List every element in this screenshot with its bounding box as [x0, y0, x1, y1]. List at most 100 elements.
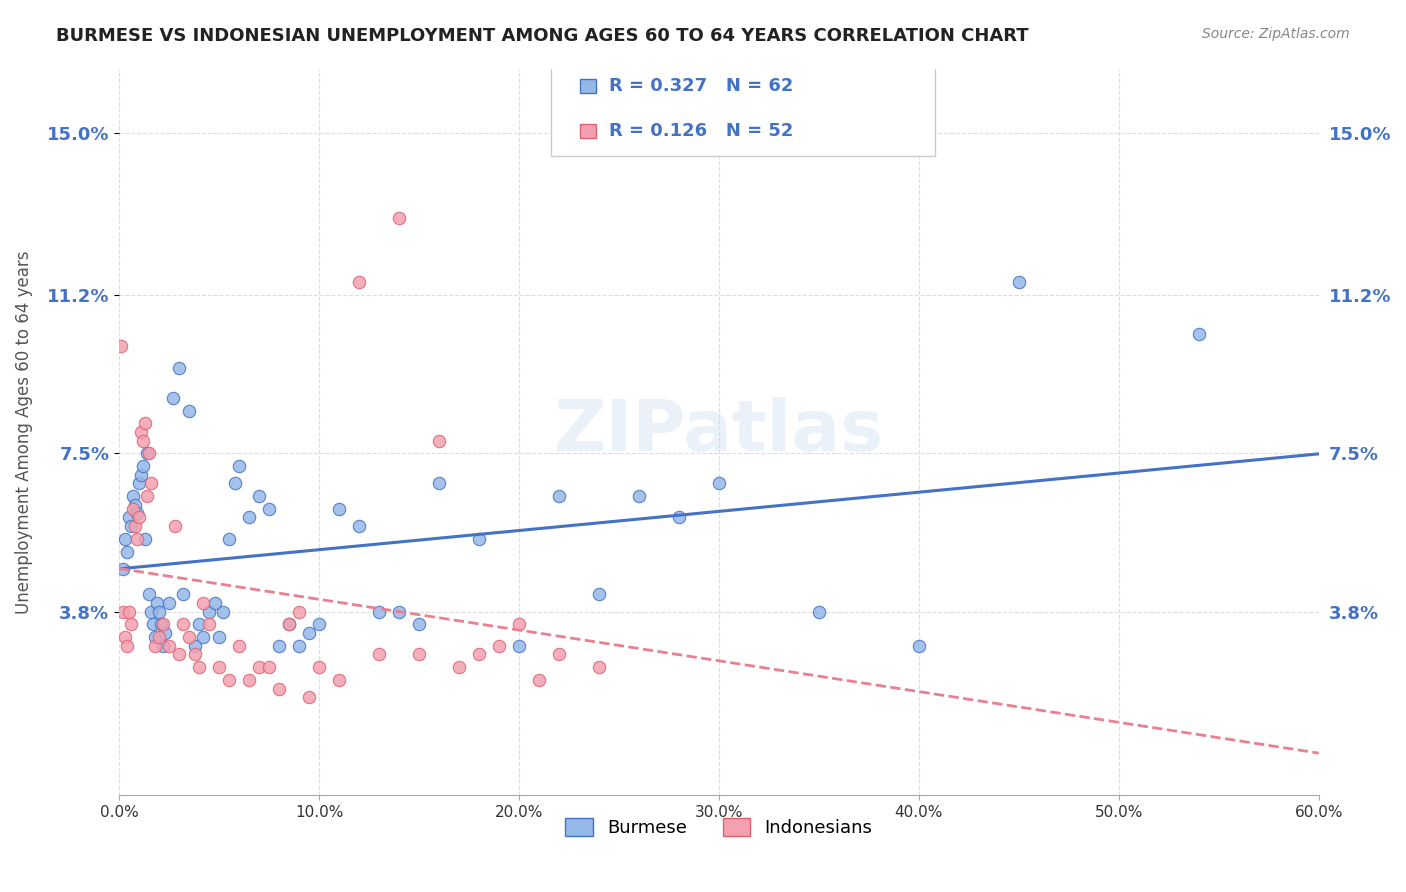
- Point: [238, 673, 260, 687]
- Point: [527, 673, 550, 687]
- Point: [115, 544, 138, 558]
- FancyBboxPatch shape: [579, 78, 596, 94]
- Point: [198, 605, 221, 619]
- Point: [152, 639, 174, 653]
- Point: [238, 510, 260, 524]
- Point: [124, 519, 146, 533]
- Text: R = 0.126   N = 52: R = 0.126 N = 52: [609, 122, 793, 140]
- Point: [257, 660, 280, 674]
- Text: ZIPatlas: ZIPatlas: [554, 398, 884, 467]
- Point: [132, 459, 155, 474]
- Legend: Burmese, Indonesians: Burmese, Indonesians: [558, 811, 880, 845]
- Point: [142, 617, 165, 632]
- Point: [139, 476, 162, 491]
- Text: BURMESE VS INDONESIAN UNEMPLOYMENT AMONG AGES 60 TO 64 YEARS CORRELATION CHART: BURMESE VS INDONESIAN UNEMPLOYMENT AMONG…: [56, 27, 1029, 45]
- Point: [707, 476, 730, 491]
- Point: [468, 648, 491, 662]
- Point: [224, 476, 246, 491]
- Point: [247, 489, 270, 503]
- Point: [388, 211, 411, 226]
- Point: [152, 617, 174, 632]
- Point: [148, 605, 170, 619]
- Point: [132, 434, 155, 448]
- Point: [128, 510, 150, 524]
- Point: [208, 660, 231, 674]
- Point: [136, 446, 159, 460]
- Point: [347, 275, 370, 289]
- Point: [157, 596, 180, 610]
- Point: [257, 502, 280, 516]
- Point: [150, 617, 173, 632]
- Point: [188, 660, 211, 674]
- Point: [172, 587, 194, 601]
- Point: [134, 417, 156, 431]
- Point: [172, 617, 194, 632]
- Point: [138, 446, 160, 460]
- Point: [114, 630, 136, 644]
- Point: [191, 596, 214, 610]
- Point: [368, 648, 391, 662]
- Point: [204, 596, 226, 610]
- Point: [488, 639, 510, 653]
- Point: [112, 605, 135, 619]
- Point: [122, 502, 145, 516]
- Point: [218, 673, 240, 687]
- Point: [134, 532, 156, 546]
- Point: [548, 489, 571, 503]
- Point: [807, 605, 830, 619]
- Point: [447, 660, 470, 674]
- Point: [115, 639, 138, 653]
- Point: [548, 648, 571, 662]
- Point: [328, 502, 350, 516]
- Point: [627, 489, 650, 503]
- Point: [298, 690, 321, 704]
- Point: [167, 360, 190, 375]
- Point: [908, 639, 931, 653]
- Point: [508, 617, 530, 632]
- Text: R = 0.327   N = 62: R = 0.327 N = 62: [609, 77, 793, 95]
- Point: [298, 626, 321, 640]
- Point: [118, 605, 141, 619]
- Point: [139, 605, 162, 619]
- Point: [177, 630, 200, 644]
- Point: [129, 467, 152, 482]
- Point: [127, 506, 149, 520]
- Point: [148, 630, 170, 644]
- Point: [308, 660, 330, 674]
- Point: [184, 639, 207, 653]
- Point: [588, 587, 610, 601]
- Point: [165, 519, 187, 533]
- Point: [368, 605, 391, 619]
- Point: [184, 648, 207, 662]
- Point: [127, 532, 149, 546]
- Point: [143, 639, 166, 653]
- Point: [267, 681, 290, 696]
- Point: [468, 532, 491, 546]
- Point: [308, 617, 330, 632]
- Point: [347, 519, 370, 533]
- Point: [138, 587, 160, 601]
- Point: [162, 391, 184, 405]
- Point: [267, 639, 290, 653]
- Point: [388, 605, 411, 619]
- Point: [120, 617, 142, 632]
- FancyBboxPatch shape: [551, 58, 935, 156]
- Point: [588, 660, 610, 674]
- Point: [228, 639, 250, 653]
- Point: [143, 630, 166, 644]
- Point: [153, 626, 176, 640]
- Point: [177, 403, 200, 417]
- Point: [668, 510, 690, 524]
- Point: [288, 605, 311, 619]
- Point: [128, 476, 150, 491]
- Point: [328, 673, 350, 687]
- Point: [110, 339, 132, 353]
- Point: [228, 459, 250, 474]
- Point: [218, 532, 240, 546]
- Point: [114, 532, 136, 546]
- Point: [120, 519, 142, 533]
- Point: [118, 510, 141, 524]
- Text: Source: ZipAtlas.com: Source: ZipAtlas.com: [1202, 27, 1350, 41]
- Point: [208, 630, 231, 644]
- Point: [508, 639, 530, 653]
